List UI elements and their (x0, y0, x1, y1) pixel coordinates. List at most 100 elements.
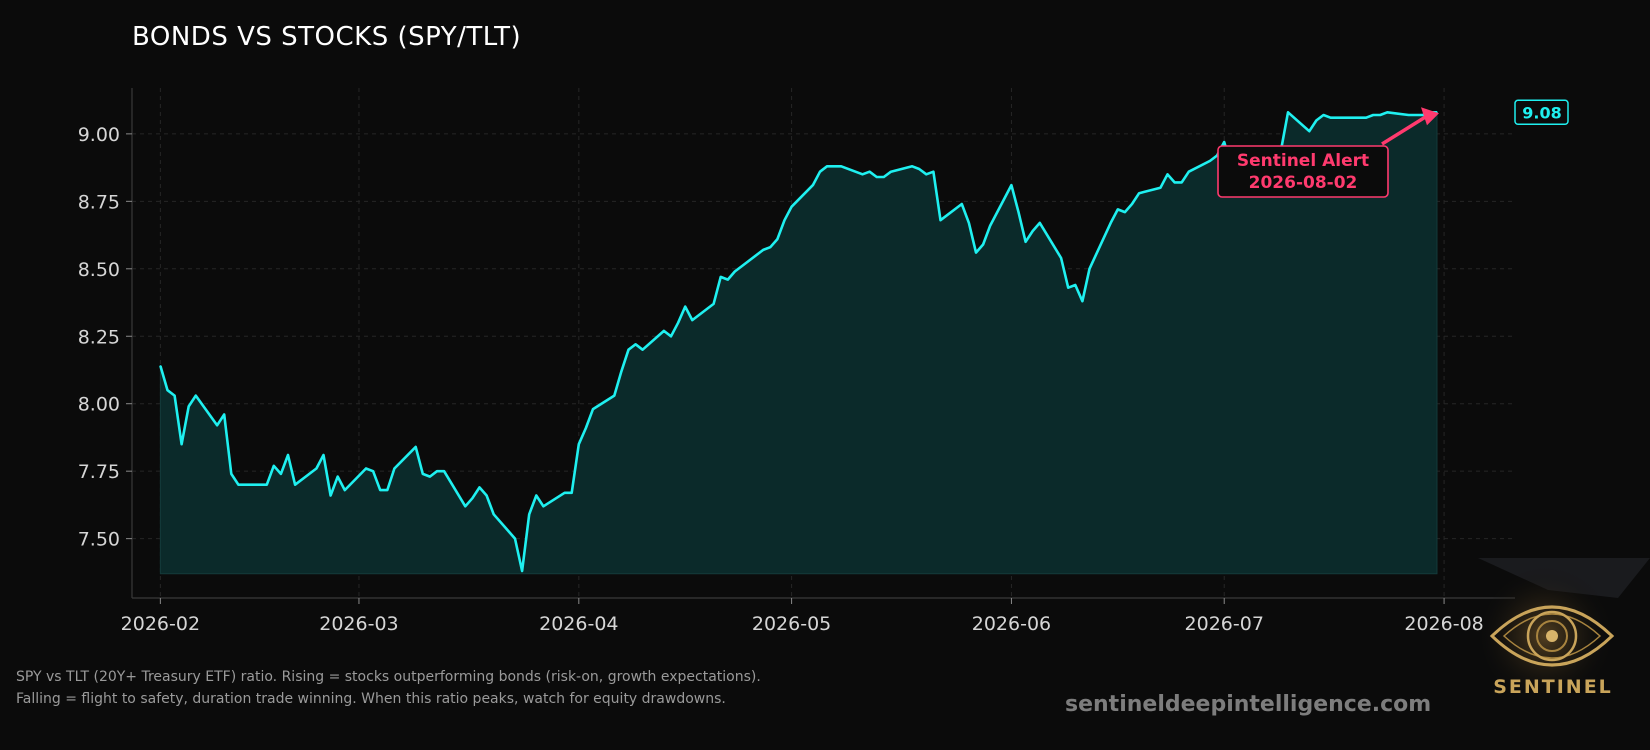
data-point (1138, 192, 1140, 194)
chart-title: BONDS VS STOCKS (SPY/TLT) (132, 22, 522, 52)
x-tick-label: 2026-04 (539, 613, 618, 635)
data-point (691, 319, 694, 321)
data-point (1067, 286, 1069, 289)
data-point (741, 265, 743, 267)
data-point (627, 348, 630, 351)
data-point (961, 203, 963, 205)
data-point (989, 224, 991, 227)
data-point (1329, 116, 1332, 119)
data-point (1287, 111, 1289, 114)
data-point (1422, 114, 1424, 116)
x-tick-label: 2026-07 (1185, 613, 1264, 635)
data-point (939, 219, 942, 221)
data-point (719, 276, 722, 278)
data-point (1173, 181, 1176, 184)
data-point (436, 470, 438, 473)
data-point (727, 278, 729, 281)
data-point (634, 343, 637, 346)
data-point (1414, 114, 1417, 116)
data-point (1074, 284, 1077, 286)
data-point (1159, 187, 1162, 189)
data-point (535, 494, 538, 497)
chart-caption: SPY vs TLT (20Y+ Treasury ETF) ratio. Ri… (16, 666, 761, 710)
data-point (826, 165, 828, 168)
data-point (1386, 111, 1389, 114)
data-point (875, 176, 878, 178)
data-point (712, 303, 715, 305)
data-point (840, 165, 842, 168)
data-point (336, 475, 339, 478)
data-point (344, 489, 346, 491)
data-point (663, 330, 665, 332)
x-tick-label: 2026-02 (121, 613, 200, 635)
data-point (429, 475, 431, 478)
data-point (677, 322, 679, 324)
data-point (1223, 141, 1225, 143)
y-tick-label: 7.75 (78, 461, 120, 483)
data-point (1124, 211, 1126, 213)
data-point (911, 165, 913, 168)
data-point (180, 443, 183, 446)
data-point (1188, 170, 1190, 173)
caption-line-1: SPY vs TLT (20Y+ Treasury ETF) ratio. Ri… (16, 669, 761, 685)
data-point (237, 483, 240, 486)
data-point (1372, 114, 1374, 116)
data-point (372, 470, 374, 473)
data-point (812, 184, 814, 186)
website-watermark: sentineldeepintelligence.com (1065, 692, 1432, 717)
alert-date: 2026-08-02 (1249, 173, 1358, 193)
data-point (620, 370, 623, 373)
data-point (173, 394, 176, 397)
alert-label: Sentinel Alert (1237, 151, 1369, 171)
y-tick-label: 9.00 (78, 124, 120, 146)
alert-arrow-head (1420, 107, 1439, 126)
y-tick-label: 8.25 (78, 326, 120, 348)
data-point (1209, 160, 1211, 162)
data-point (762, 249, 764, 251)
logo-wordmark: SENTINEL (1493, 676, 1613, 698)
data-point (315, 467, 318, 470)
y-tick-label: 8.50 (78, 259, 120, 281)
data-point (414, 446, 417, 448)
data-point (422, 473, 424, 475)
data-point (280, 473, 282, 475)
data-point (1131, 203, 1133, 205)
data-point (932, 170, 935, 173)
y-tick-label: 7.50 (78, 529, 120, 551)
data-point (365, 467, 367, 470)
data-point (379, 489, 382, 491)
data-point (1166, 173, 1169, 176)
data-point (166, 389, 169, 392)
chart-plot: 7.50 7.75 8.00 8.25 8.50 8.75 9.00 2026-02 2026-… (78, 88, 1569, 635)
last-value-label: 9.08 (1522, 103, 1561, 122)
x-tick-label: 2026-03 (319, 613, 398, 635)
data-point (968, 222, 970, 224)
data-point (1117, 208, 1119, 211)
data-point (478, 486, 481, 489)
data-point (585, 427, 587, 429)
data-point (1379, 114, 1381, 116)
data-point (230, 473, 233, 475)
data-point (542, 505, 545, 508)
data-point (890, 170, 892, 173)
data-point (287, 454, 289, 456)
data-point (514, 537, 516, 540)
data-point (521, 570, 523, 572)
data-point (1088, 268, 1091, 270)
data-point (464, 505, 467, 508)
data-point (1365, 116, 1367, 119)
data-point (187, 405, 190, 408)
y-tick-label: 8.00 (78, 394, 120, 416)
data-point (982, 243, 984, 246)
data-point (1109, 222, 1112, 224)
data-point (1081, 300, 1084, 303)
data-point (819, 170, 821, 173)
data-point (1060, 257, 1062, 259)
data-point (1180, 181, 1183, 184)
data-point (1358, 116, 1360, 119)
data-point (670, 335, 672, 338)
data-point (861, 173, 864, 176)
data-point (776, 238, 779, 240)
data-point (833, 165, 835, 168)
data-point (443, 470, 445, 473)
